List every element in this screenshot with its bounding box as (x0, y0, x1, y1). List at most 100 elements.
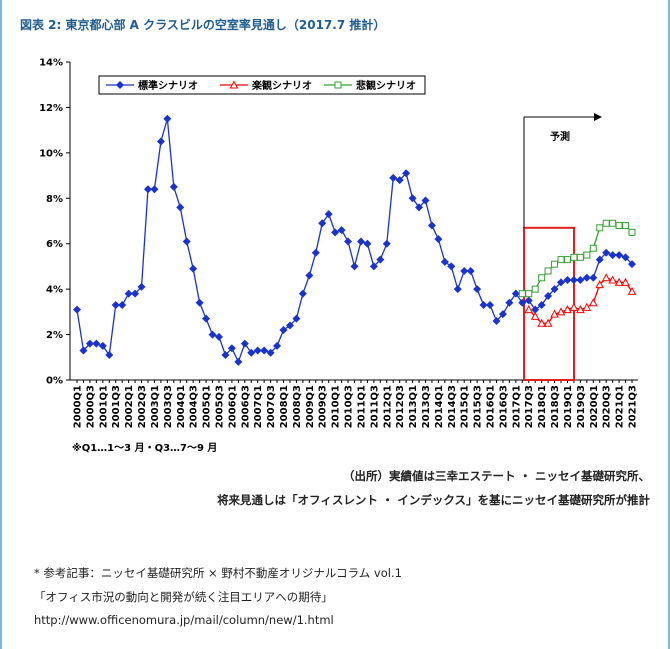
point (460, 266, 469, 275)
point (350, 262, 359, 271)
point (182, 237, 191, 246)
point (537, 301, 546, 310)
x-tick-label: 2004Q1 (176, 385, 187, 428)
point (156, 137, 165, 146)
point (622, 222, 630, 230)
point (376, 255, 385, 264)
legend-box (98, 75, 426, 95)
point (543, 318, 553, 327)
point (408, 194, 417, 203)
x-tick-label: 2001Q3 (111, 385, 122, 428)
point (576, 253, 584, 261)
x-tick-label: 2014Q3 (447, 385, 458, 428)
x-tick-label: 2010Q1 (331, 385, 342, 428)
point (453, 285, 462, 294)
x-tick-label: 2008Q3 (292, 385, 303, 428)
point (602, 219, 610, 227)
point (525, 290, 533, 298)
point (596, 224, 604, 232)
point (169, 182, 178, 191)
point (602, 248, 611, 257)
point (530, 311, 540, 320)
point (202, 314, 211, 323)
legend-marker (229, 80, 239, 89)
x-tick-label: 2006Q3 (240, 385, 251, 428)
point (538, 274, 546, 282)
point (505, 298, 514, 307)
point (524, 305, 534, 314)
x-tick-label: 2000Q3 (85, 385, 96, 428)
point (544, 267, 552, 275)
x-tick-label: 2013Q1 (408, 385, 419, 428)
point (563, 256, 571, 264)
point (588, 298, 598, 307)
point (118, 301, 127, 310)
point (440, 257, 449, 266)
x-tick-label: 2004Q3 (189, 385, 200, 428)
point (111, 301, 120, 310)
x-tick-label: 2011Q1 (356, 385, 367, 428)
point (550, 309, 559, 318)
point (221, 351, 230, 360)
point (150, 185, 159, 194)
point (531, 285, 539, 293)
legend-marker (334, 81, 342, 89)
point (311, 248, 320, 257)
point (253, 346, 262, 355)
point (298, 289, 307, 298)
x-tick-label: 2007Q3 (266, 385, 277, 428)
point (208, 330, 217, 339)
x-tick-label: 2017Q3 (524, 385, 535, 428)
reference-line: http://www.officenomura.jp/mail/column/n… (34, 613, 334, 627)
point (628, 260, 636, 269)
point (98, 341, 107, 350)
legend-label: 標準シナリオ (138, 79, 198, 92)
point (337, 226, 346, 235)
y-tick-label: 10% (39, 148, 63, 159)
point (427, 221, 436, 230)
point (556, 307, 566, 316)
point (402, 169, 411, 178)
point (369, 262, 378, 271)
point (79, 346, 88, 355)
point (569, 302, 579, 311)
point (518, 298, 527, 307)
x-tick-label: 2009Q1 (305, 385, 316, 428)
point (279, 326, 288, 335)
x-tick-label: 2020Q3 (602, 385, 613, 428)
point (537, 318, 546, 327)
x-tick-label: 2003Q3 (163, 385, 174, 428)
point (331, 228, 340, 237)
point (628, 228, 636, 236)
point (85, 339, 94, 348)
point (498, 310, 507, 319)
annotation: 予測 (550, 130, 570, 143)
point (609, 219, 617, 227)
y-tick-label: 14% (39, 58, 63, 69)
x-tick-label: 2019Q3 (576, 385, 587, 428)
point (615, 222, 623, 230)
point (608, 251, 617, 260)
source-line: （出所）実績値は三幸エステート ・ ニッセイ基礎研究所、 (342, 469, 650, 483)
x-tick-label: 2014Q1 (434, 385, 445, 428)
point (214, 332, 223, 341)
y-tick-label: 2% (46, 330, 63, 341)
point (395, 176, 404, 185)
point (473, 285, 482, 294)
point (608, 275, 617, 284)
point (576, 305, 585, 314)
point (615, 251, 624, 260)
x-tick-label: 2000Q1 (73, 385, 84, 428)
point (285, 321, 294, 330)
point (518, 290, 526, 298)
x-tick-label: 2020Q1 (589, 385, 600, 428)
point (137, 282, 146, 291)
y-tick-label: 6% (46, 239, 63, 250)
point (421, 196, 430, 205)
point (356, 237, 365, 246)
point (544, 291, 553, 300)
point (143, 185, 152, 194)
x-tick-label: 2019Q1 (563, 385, 574, 428)
x-tick-label: 2008Q1 (279, 385, 290, 428)
legend: 標準シナリオ 楽観シナリオ 悲観シナリオ (98, 75, 426, 95)
